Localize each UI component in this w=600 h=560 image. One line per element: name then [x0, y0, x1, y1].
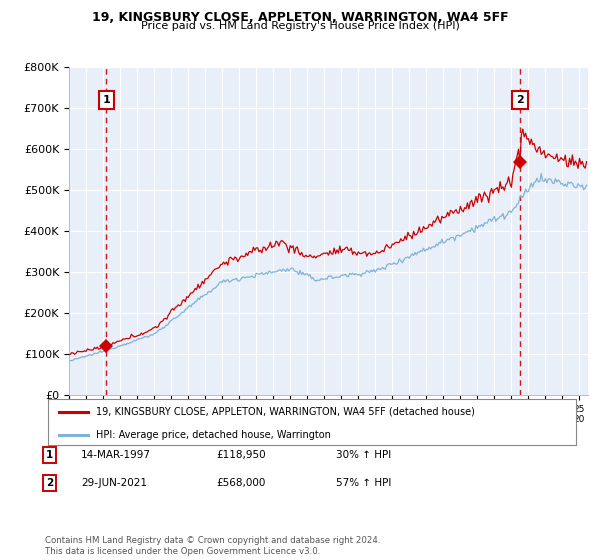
Text: 2: 2 — [516, 95, 524, 105]
Text: 57% ↑ HPI: 57% ↑ HPI — [336, 478, 391, 488]
Text: 1: 1 — [46, 450, 53, 460]
Text: 19, KINGSBURY CLOSE, APPLETON, WARRINGTON, WA4 5FF: 19, KINGSBURY CLOSE, APPLETON, WARRINGTO… — [92, 11, 508, 24]
Text: HPI: Average price, detached house, Warrington: HPI: Average price, detached house, Warr… — [95, 430, 331, 440]
Text: Contains HM Land Registry data © Crown copyright and database right 2024.
This d: Contains HM Land Registry data © Crown c… — [45, 536, 380, 556]
Text: 1: 1 — [103, 95, 110, 105]
Text: 19, KINGSBURY CLOSE, APPLETON, WARRINGTON, WA4 5FF (detached house): 19, KINGSBURY CLOSE, APPLETON, WARRINGTO… — [95, 407, 475, 417]
Text: 30% ↑ HPI: 30% ↑ HPI — [336, 450, 391, 460]
Text: Price paid vs. HM Land Registry's House Price Index (HPI): Price paid vs. HM Land Registry's House … — [140, 21, 460, 31]
Text: 29-JUN-2021: 29-JUN-2021 — [81, 478, 147, 488]
Text: 2: 2 — [46, 478, 53, 488]
Text: £118,950: £118,950 — [216, 450, 266, 460]
Text: £568,000: £568,000 — [216, 478, 265, 488]
Text: 14-MAR-1997: 14-MAR-1997 — [81, 450, 151, 460]
